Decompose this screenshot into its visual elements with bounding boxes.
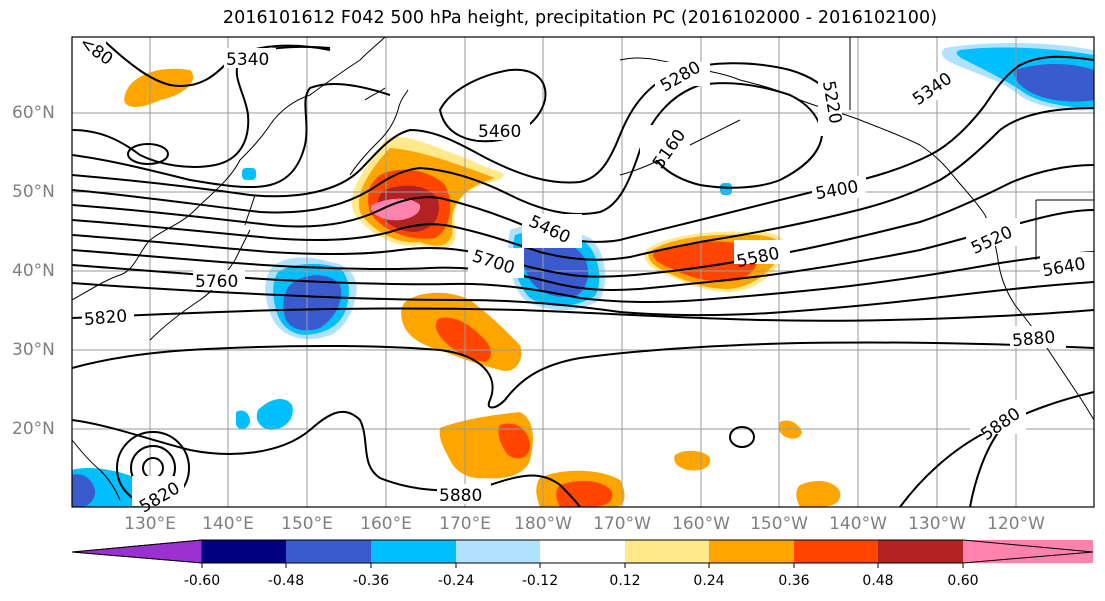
map-title: 2016101612 F042 500 hPa height, precipit…: [222, 8, 938, 28]
coastline-philippines: [72, 439, 121, 501]
colorbar-extend-high: [963, 540, 1093, 563]
contour-label: 5820: [83, 306, 128, 330]
colorbar-tick-label: 0.48: [862, 573, 894, 589]
colorbar-tick-label: 0.24: [693, 573, 725, 589]
lat-label: 30°N: [12, 340, 55, 360]
coastline-na-west: [984, 214, 1094, 421]
precip-negative-area: [720, 183, 732, 195]
lon-label: 120°W: [987, 514, 1045, 534]
colorbar-segment: [625, 540, 709, 563]
colorbar-segment: [709, 540, 794, 563]
colorbar-tick-label: -0.24: [437, 573, 475, 589]
colorbar-tick-label: 0.36: [778, 573, 810, 589]
contour-line: [969, 429, 1001, 507]
colorbar-tick-label: -0.36: [352, 573, 390, 589]
colorbar-segment: [540, 540, 625, 563]
contour-line: [72, 307, 1094, 322]
lon-label: 140°E: [202, 514, 254, 534]
precip-positive-area: [371, 198, 421, 221]
contour-line: [72, 164, 1094, 278]
map-frame: [71, 36, 1095, 508]
lon-label: 130°E: [124, 514, 176, 534]
contour-line: [72, 251, 1094, 304]
height-contours: [72, 37, 1094, 507]
precip-positive-area: [124, 68, 194, 107]
lon-label: 170°E: [439, 514, 491, 534]
precip-positive-area: [556, 480, 613, 507]
colorbar-segment: [371, 540, 456, 563]
colorbar-segment: [878, 540, 963, 563]
contour-label: 5880: [439, 486, 482, 506]
lat-label: 60°N: [12, 103, 55, 123]
precip-negative-area: [242, 168, 256, 180]
precip-shading: [72, 43, 1094, 507]
lat-label: 20°N: [12, 419, 55, 439]
contour-line: [438, 68, 547, 143]
lon-label: 180°W: [514, 514, 572, 534]
precip-positive-area: [796, 480, 841, 507]
lon-label: 160°W: [672, 514, 730, 534]
lat-label: 40°N: [12, 261, 55, 281]
lon-label: 170°W: [593, 514, 651, 534]
colorbar-extend-low: [71, 539, 203, 564]
precip-negative-area: [256, 398, 293, 430]
colorbar-tick-label: -0.12: [521, 573, 559, 589]
contour-line: [72, 209, 1094, 291]
lon-label: 140°W: [829, 514, 887, 534]
colorbar-segment: [456, 540, 540, 563]
colorbar-tick-label: -0.48: [267, 573, 305, 589]
contour-label-group: 5340 5460 5280 5220 5160 5340 5400 5460 …: [75, 33, 1094, 517]
colorbar-tick-label: 0.12: [609, 573, 641, 589]
lon-label: 150°W: [750, 514, 808, 534]
contour-closed: [142, 457, 164, 479]
precip-negative-area: [72, 474, 96, 507]
contour-closed: [729, 426, 755, 448]
precip-negative-area: [1014, 64, 1094, 102]
precip-negative-area: [283, 275, 342, 331]
colorbar-segment: [286, 540, 371, 563]
contour-closed: [127, 143, 169, 165]
lon-label: 130°W: [908, 514, 966, 534]
contour-label: 5340: [226, 50, 269, 70]
contour-line: [72, 83, 391, 189]
colorbar-segment: [794, 540, 878, 563]
contour-label: 5460: [478, 122, 521, 142]
contour-label: 5880: [1011, 328, 1056, 352]
lon-label: 160°E: [360, 514, 412, 534]
contour-line: [72, 62, 836, 198]
coastline-asia: [72, 37, 386, 301]
contour-line: [99, 37, 331, 87]
contour-line: [72, 341, 1094, 409]
lon-label: 150°E: [281, 514, 333, 534]
precip-negative-area: [236, 410, 250, 430]
colorbar-tick-label: -0.60: [183, 573, 221, 589]
colorbar: [71, 538, 1094, 568]
contour-line: [72, 281, 1094, 317]
precip-positive-area: [498, 423, 530, 459]
precip-positive-area: [674, 450, 711, 471]
colorbar-tick-label: 0.60: [947, 573, 979, 589]
contour-line: [72, 45, 331, 168]
contour-label: 5760: [195, 272, 238, 292]
lat-label: 50°N: [12, 182, 55, 202]
precip-positive-area: [778, 420, 802, 439]
contour-line: [72, 55, 1094, 243]
contour-line: [72, 82, 824, 215]
precip-positive-area: [653, 241, 758, 282]
precip-positive-area: [435, 317, 492, 362]
border-canada: [849, 37, 1094, 260]
contour-line: [72, 107, 1094, 261]
coastline-kamchatka: [349, 87, 409, 176]
contour-line: [72, 410, 581, 507]
colorbar-segment: [202, 540, 286, 563]
